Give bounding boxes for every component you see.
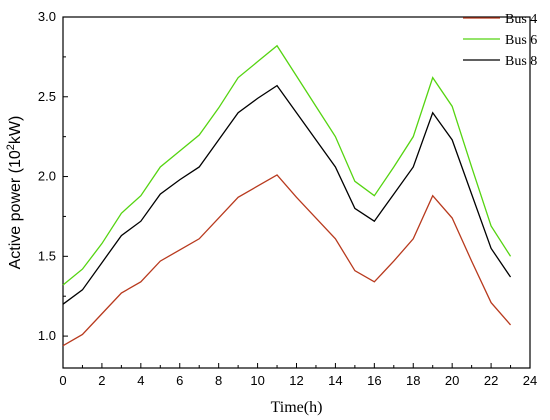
x-tick-label: 0: [59, 373, 66, 388]
series-line-bus-4: [62, 174, 512, 347]
y-axis-title: Active power (102kW): [5, 116, 24, 270]
x-tick-label: 22: [484, 373, 498, 388]
plot-frame: [62, 16, 531, 369]
x-tick-label: 14: [328, 373, 342, 388]
x-tick-label: 8: [215, 373, 222, 388]
x-tick-label: 24: [523, 373, 537, 388]
x-tick-label: 16: [367, 373, 381, 388]
y-axis-ticks: 1.0 1.5 2.0 2.5 3.0: [38, 9, 68, 343]
y-axis-title-prefix: Active power (10: [7, 150, 24, 269]
legend: Bus 4 Bus 6 Bus 8: [463, 12, 537, 69]
x-tick-label: 18: [406, 373, 420, 388]
series-line-bus-6: [62, 44, 512, 286]
series-line-bus-8: [62, 84, 512, 305]
y-tick-label: 1.0: [38, 328, 56, 343]
legend-label: Bus 8: [505, 54, 537, 69]
y-tick-label: 1.5: [38, 248, 56, 263]
legend-label: Bus 6: [505, 33, 537, 48]
x-axis-ticks: 0 2 4 6 8 10 12 14 16 18 20 22 24: [59, 363, 537, 388]
x-tick-label: 6: [176, 373, 183, 388]
x-tick-label: 2: [98, 373, 105, 388]
y-tick-label: 2.0: [38, 169, 56, 184]
x-tick-label: 4: [137, 373, 144, 388]
y-axis-title-superscript: 2: [5, 144, 17, 150]
x-tick-label: 12: [289, 373, 303, 388]
legend-label: Bus 4: [505, 12, 537, 27]
x-tick-label: 10: [250, 373, 264, 388]
y-axis-title-suffix: kW): [7, 116, 24, 144]
x-axis-title: Time(h): [271, 399, 323, 416]
y-tick-label: 3.0: [38, 9, 56, 24]
y-tick-label: 2.5: [38, 89, 56, 104]
x-tick-label: 20: [445, 373, 459, 388]
series-layer: [62, 44, 512, 347]
plot-area: 0 2 4 6 8 10 12 14 16 18 20 22 24 1.01.52.02.53.0: [38, 9, 537, 388]
